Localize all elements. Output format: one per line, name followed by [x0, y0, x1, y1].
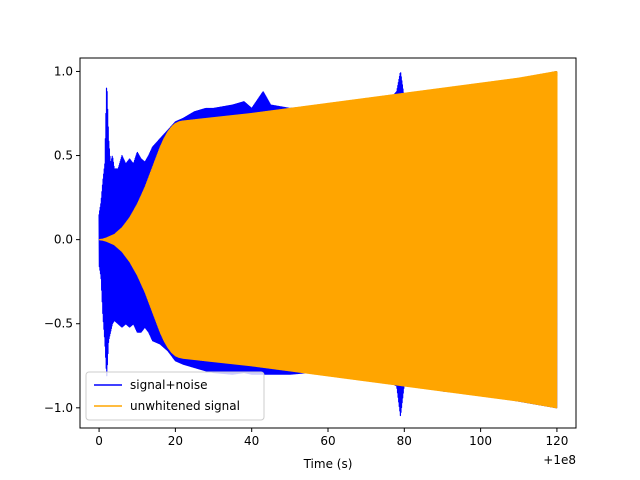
x-tick-label: 100: [469, 434, 492, 448]
y-tick-label: 0.5: [54, 149, 73, 163]
series-layer: [98, 70, 558, 417]
x-offset-label: +1e8: [543, 453, 576, 467]
series-line-1: [98, 70, 558, 409]
y-tick-label: −1.0: [44, 401, 73, 415]
legend: signal+noise unwhitened signal: [85, 371, 265, 421]
x-tick-label: 0: [95, 434, 103, 448]
legend-label-unwhitened-signal: unwhitened signal: [130, 399, 240, 413]
x-tick-label: 40: [244, 434, 259, 448]
x-axis-label: Time (s): [303, 457, 353, 471]
y-tick-label: −0.5: [44, 317, 73, 331]
x-tick-label: 80: [397, 434, 412, 448]
x-tick-label: 60: [320, 434, 335, 448]
y-tick-label: 1.0: [54, 64, 73, 78]
x-axis-ticks: 0 20 40 60 80 100 120: [95, 428, 568, 448]
legend-label-signal-noise: signal+noise: [130, 378, 207, 392]
x-tick-label: 120: [545, 434, 568, 448]
legend-box: [85, 371, 265, 421]
x-tick-label: 20: [168, 434, 183, 448]
y-axis-ticks: −1.0 −0.5 0.0 0.5 1.0: [44, 64, 80, 415]
y-tick-label: 0.0: [54, 233, 73, 247]
